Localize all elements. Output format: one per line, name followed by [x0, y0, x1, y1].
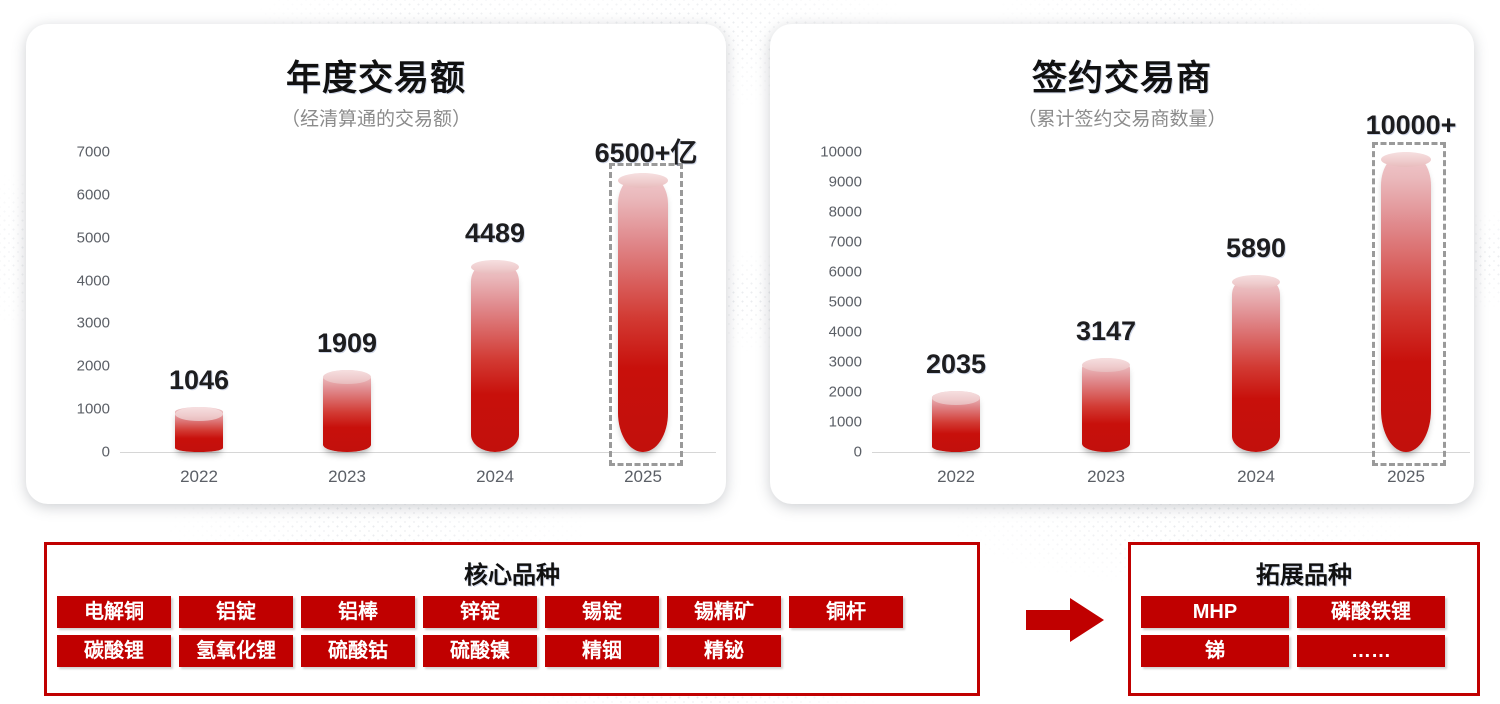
- y-axis-tick: 9000: [828, 173, 862, 191]
- chart-card-signed-traders: 签约交易商 （累计签约交易商数量） 10000 9000 8000 7000 6000 5…: [770, 24, 1474, 504]
- product-tag[interactable]: MHP: [1141, 596, 1289, 628]
- chart-title-annual-turnover: 年度交易额: [285, 59, 466, 98]
- data-label-2023: 3147: [1075, 315, 1137, 346]
- product-tag[interactable]: 铝棒: [301, 596, 415, 628]
- chart-subtitle-annual-turnover: （经清算通的交易额）: [280, 109, 471, 130]
- tag-list-extended: MHP 磷酸铁锂锑……: [1131, 590, 1477, 667]
- plot-area-annual-turnover: 7000 6000 5000 4000 3000 2000 1000 0 1046 2022 190…: [26, 24, 726, 504]
- product-tag[interactable]: 硫酸镍: [423, 635, 537, 667]
- y-axis-tick: 7000: [828, 233, 862, 251]
- panel-title-extended: 拓展品种: [1256, 562, 1352, 589]
- y-axis-tick: 5000: [76, 229, 110, 247]
- x-axis-line: [872, 452, 1470, 453]
- tag-row: 碳酸锂 氢氧化锂 硫酸钴 硫酸镍 精铟 精铋: [57, 635, 967, 667]
- bar-top-cap: [175, 407, 223, 422]
- y-axis-tick: 5000: [828, 293, 862, 311]
- data-label-2025: 6500+亿: [594, 138, 698, 169]
- data-label-2022: 2035: [925, 348, 987, 379]
- y-axis-tick: 4000: [828, 323, 862, 341]
- data-label-2022: 1046: [168, 365, 230, 396]
- y-axis-tick: 2000: [76, 357, 110, 375]
- chart-subtitle-signed-traders: （累计签约交易商数量）: [1017, 109, 1227, 130]
- highlight-dashed-box: [1372, 142, 1446, 466]
- y-axis-tick: 2000: [828, 383, 862, 401]
- product-panel-core: 核心品种 电解铜 铝锭 铝棒 锌锭 锡锭 锡精矿 铜杆 碳酸锂 氢氧化锂 硫酸钴 硫酸镍 精铟 精铋: [44, 542, 980, 696]
- data-label-2025: 10000+: [1365, 110, 1457, 140]
- y-axis-tick: 10000: [820, 143, 862, 161]
- data-label-2023: 1909: [316, 328, 378, 359]
- data-label-2024: 5890: [1225, 233, 1287, 264]
- bar-top-cap: [1082, 357, 1130, 372]
- data-label-2024: 4489: [464, 217, 526, 248]
- bar-top-cap: [1381, 152, 1431, 167]
- panel-title-core: 核心品种: [464, 562, 560, 589]
- y-axis-tick: 6000: [76, 186, 110, 204]
- x-axis-line: [120, 452, 716, 453]
- tag-row: 锑……: [1141, 635, 1467, 667]
- bar-2024: [471, 259, 519, 452]
- y-axis-tick: 0: [101, 443, 110, 461]
- x-axis-tick-2023: 2023: [1087, 467, 1125, 486]
- bar-top-cap: [1232, 275, 1280, 290]
- product-tag[interactable]: 锡锭: [545, 596, 659, 628]
- bar-top-cap: [618, 173, 668, 189]
- product-panel-extended: 拓展品种 MHP 磷酸铁锂锑……: [1128, 542, 1480, 696]
- product-tag[interactable]: 锡精矿: [667, 596, 781, 628]
- bar-2023: [323, 370, 371, 452]
- y-axis-tick: 4000: [76, 272, 110, 290]
- y-axis-tick: 0: [853, 443, 862, 461]
- x-axis-tick-2022: 2022: [937, 467, 975, 486]
- product-tag[interactable]: 氢氧化锂: [179, 635, 293, 667]
- product-tag[interactable]: 铜杆: [789, 596, 903, 628]
- bar-2025: [618, 173, 668, 452]
- product-tag[interactable]: 精铟: [545, 635, 659, 667]
- y-axis-tick: 6000: [828, 263, 862, 281]
- x-axis-tick-2025: 2025: [624, 467, 662, 486]
- tag-row: 电解铜 铝锭 铝棒 锌锭 锡锭 锡精矿 铜杆: [57, 596, 967, 628]
- product-tag[interactable]: 铝锭: [179, 596, 293, 628]
- x-axis-tick-2024: 2024: [476, 467, 514, 486]
- y-axis-tick: 8000: [828, 203, 862, 221]
- bar-top-cap: [932, 390, 980, 405]
- product-tag[interactable]: 硫酸钴: [301, 635, 415, 667]
- bar-top-cap: [471, 259, 519, 274]
- product-tag[interactable]: 磷酸铁锂: [1297, 596, 1445, 628]
- y-axis-tick: 3000: [76, 314, 110, 332]
- highlight-dashed-box: [609, 163, 683, 466]
- product-tag[interactable]: ……: [1297, 635, 1445, 667]
- x-axis-tick-2024: 2024: [1237, 467, 1275, 486]
- product-tag[interactable]: 电解铜: [57, 596, 171, 628]
- x-axis-tick-2022: 2022: [180, 467, 218, 486]
- plot-area-signed-traders: 10000 9000 8000 7000 6000 5000 4000 3000 2000 100…: [770, 24, 1474, 504]
- y-axis-tick: 3000: [828, 353, 862, 371]
- product-tag[interactable]: 碳酸锂: [57, 635, 171, 667]
- bar-2022: [175, 407, 223, 452]
- y-axis-tick: 1000: [828, 413, 862, 431]
- product-tag[interactable]: 精铋: [667, 635, 781, 667]
- product-tag[interactable]: 锑: [1141, 635, 1289, 667]
- x-axis-tick-2023: 2023: [328, 467, 366, 486]
- x-axis-tick-2025: 2025: [1387, 467, 1425, 486]
- y-axis-tick: 7000: [76, 143, 110, 161]
- bar-top-cap: [323, 370, 371, 385]
- bar-2024: [1232, 275, 1280, 452]
- right-arrow-icon: [1026, 598, 1104, 642]
- chart-title-signed-traders: 签约交易商: [1031, 59, 1212, 98]
- product-tag[interactable]: 锌锭: [423, 596, 537, 628]
- y-axis-tick: 1000: [76, 400, 110, 418]
- chart-card-annual-turnover: 年度交易额 （经清算通的交易额） 7000 6000 5000 4000 3000 200…: [26, 24, 726, 504]
- bar-2025: [1381, 152, 1431, 452]
- tag-list-core: 电解铜 铝锭 铝棒 锌锭 锡锭 锡精矿 铜杆 碳酸锂 氢氧化锂 硫酸钴 硫酸镍 精铟 精铋: [47, 590, 977, 667]
- bar-2023: [1082, 357, 1130, 452]
- bar-2022: [932, 390, 980, 452]
- tag-row: MHP 磷酸铁锂: [1141, 596, 1467, 628]
